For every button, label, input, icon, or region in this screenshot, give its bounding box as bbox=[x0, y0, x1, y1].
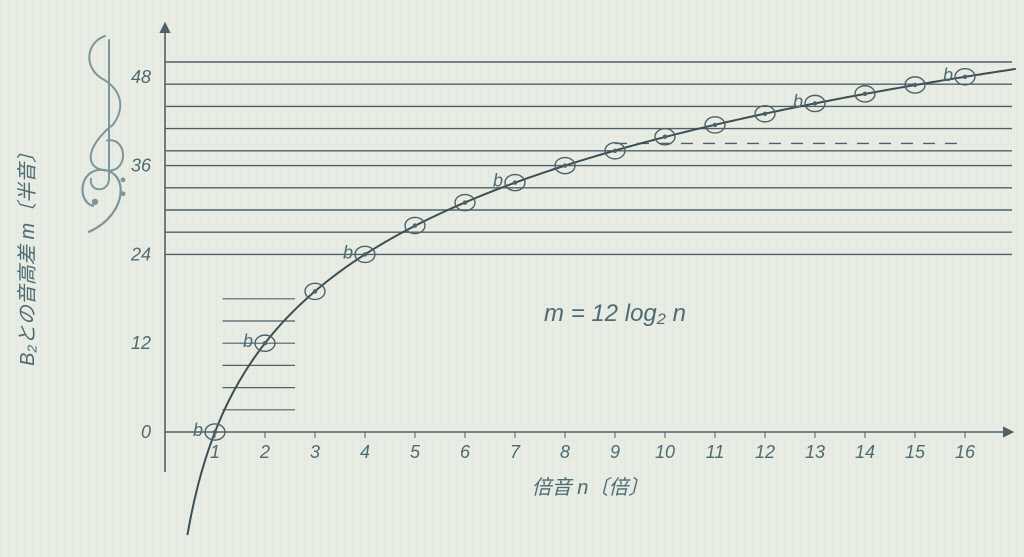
y-tick-label: 12 bbox=[131, 333, 151, 353]
flat-accidental: b bbox=[493, 171, 503, 191]
note-dot bbox=[363, 252, 367, 256]
y-tick-label: 36 bbox=[131, 156, 152, 176]
y-tick-label: 0 bbox=[141, 422, 151, 442]
note-dot bbox=[713, 123, 717, 127]
note-dot bbox=[263, 341, 267, 345]
note-dot bbox=[863, 92, 867, 96]
flat-accidental: b bbox=[243, 331, 253, 351]
note-dot bbox=[813, 101, 817, 105]
x-tick-label: 11 bbox=[706, 442, 725, 462]
formula-text: m = 12 log₂ n bbox=[544, 300, 686, 327]
x-tick-label: 14 bbox=[855, 442, 875, 462]
note-dot bbox=[963, 75, 967, 79]
note-dot bbox=[913, 83, 917, 87]
x-tick-label: 16 bbox=[955, 442, 976, 462]
note-dot bbox=[763, 112, 767, 116]
x-tick-label: 13 bbox=[805, 442, 825, 462]
flat-accidental: b bbox=[193, 420, 203, 440]
note-dot bbox=[613, 149, 617, 153]
x-tick-label: 2 bbox=[259, 442, 270, 462]
x-tick-label: 15 bbox=[905, 442, 926, 462]
note-dot bbox=[463, 200, 467, 204]
x-tick-label: 7 bbox=[510, 442, 521, 462]
flat-accidental: b bbox=[943, 65, 953, 85]
bass-clef-dot bbox=[121, 191, 126, 196]
x-axis-label: 倍音 n〔倍〕 bbox=[532, 476, 649, 499]
x-tick-label: 3 bbox=[310, 442, 320, 462]
note-dot bbox=[413, 223, 417, 227]
y-tick-label: 48 bbox=[131, 67, 151, 87]
note-dot bbox=[313, 289, 317, 293]
x-tick-label: 6 bbox=[460, 442, 471, 462]
x-tick-label: 5 bbox=[410, 442, 421, 462]
bass-clef-dot bbox=[121, 177, 126, 182]
x-tick-label: 4 bbox=[360, 442, 370, 462]
flat-accidental: b bbox=[793, 91, 803, 111]
x-tick-label: 8 bbox=[560, 442, 570, 462]
y-tick-label: 24 bbox=[130, 244, 151, 264]
x-tick-label: 9 bbox=[610, 442, 620, 462]
x-tick-label: 12 bbox=[755, 442, 775, 462]
note-dot bbox=[563, 163, 567, 167]
y-axis-label: B₂との音高差 m〔半音〕 bbox=[16, 143, 39, 366]
note-dot bbox=[513, 180, 517, 184]
flat-accidental: b bbox=[343, 242, 353, 262]
chart-canvas: bbbbbb12345678910111213141516012243648倍音… bbox=[0, 0, 1024, 557]
bass-clef-dot bbox=[92, 199, 98, 205]
note-dot bbox=[663, 135, 667, 139]
x-tick-label: 1 bbox=[210, 442, 220, 462]
x-tick-label: 10 bbox=[655, 442, 675, 462]
